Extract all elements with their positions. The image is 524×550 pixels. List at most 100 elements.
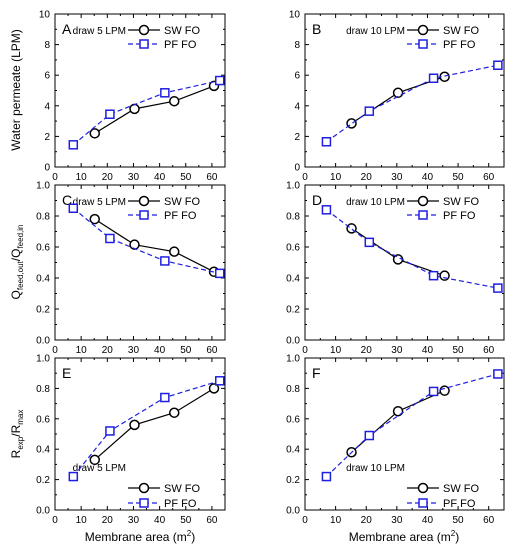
legend-item-pf-fo: PF FO xyxy=(128,39,197,51)
x-tick-label: 40 xyxy=(154,345,166,356)
legend-item-sw-fo: SW FO xyxy=(128,24,200,37)
x-tick-label: 60 xyxy=(206,515,218,526)
series-pf-fo xyxy=(321,205,503,293)
legend-circle-marker xyxy=(417,482,429,494)
y-tick-label: 0.2 xyxy=(286,475,300,486)
data-point-square xyxy=(493,283,503,293)
legend-circle-marker xyxy=(138,24,150,36)
legend-square-marker xyxy=(418,39,428,49)
x-tick-label: 30 xyxy=(128,515,140,526)
x-tick-label: 30 xyxy=(128,345,140,356)
data-point-square xyxy=(68,471,79,482)
x-tick-label: 10 xyxy=(330,515,342,526)
x-tick-label: 10 xyxy=(330,345,342,356)
x-tick-label: 40 xyxy=(422,345,434,356)
y-tick-label: 4 xyxy=(294,101,300,112)
x-tick-label: 10 xyxy=(76,515,88,526)
series-pf-fo xyxy=(68,203,225,279)
y-tick-label: 0.0 xyxy=(286,506,300,517)
y-tick-label: 0.8 xyxy=(36,384,50,395)
series-sw-fo xyxy=(346,385,450,458)
y-axis-label-sub: max xyxy=(16,410,25,425)
y-axis-label: Qfeed,out/Qfeed,in xyxy=(9,225,25,300)
series-pf-fo xyxy=(68,376,225,482)
panel-note: draw 10 LPM xyxy=(346,463,405,474)
y-tick-label: 0.0 xyxy=(36,506,50,517)
series-line xyxy=(351,227,445,277)
panel-letter: C xyxy=(62,192,72,208)
y-tick-label: 8 xyxy=(294,40,300,51)
x-tick-label: 0 xyxy=(302,172,308,183)
y-tick-label: 6 xyxy=(294,71,300,82)
x-tick-label: 60 xyxy=(206,345,218,356)
panel-note: draw 10 LPM xyxy=(346,197,405,208)
x-axis-label-tail: ) xyxy=(191,530,195,544)
y-tick-label: 6 xyxy=(44,71,50,82)
x-axis-label: Membrane area (m2) xyxy=(349,529,460,544)
y-axis-label-sub: feed,in xyxy=(16,225,25,249)
panel-letter: B xyxy=(312,21,321,37)
x-tick-label: 0 xyxy=(302,515,308,526)
data-point-square xyxy=(105,426,115,436)
y-axis-label-sub: exp xyxy=(16,436,25,449)
y-tick-label: 0.6 xyxy=(286,414,300,425)
y-tick-label: 10 xyxy=(289,10,301,21)
legend-label: SW FO xyxy=(443,483,479,495)
series-pf-fo xyxy=(321,60,503,147)
y-tick-label: 0 xyxy=(44,163,50,174)
x-tick-label: 20 xyxy=(102,515,114,526)
legend-item-pf-fo: PF FO xyxy=(407,498,476,510)
data-point-circle xyxy=(169,246,180,257)
chart-panel-c: 0 10 20 30 40 50 60 0.0 0.2 0.4 0.6 0.8 1.0 C draw 5 L… xyxy=(36,181,226,356)
x-tick-label: 50 xyxy=(180,345,192,356)
legend-label: PF FO xyxy=(443,39,476,51)
legend-label: PF FO xyxy=(443,498,476,510)
x-axis-label-sup: 2 xyxy=(451,529,456,538)
y-axis-label-main: R xyxy=(9,449,23,458)
y-tick-label: 2 xyxy=(44,132,50,143)
legend-square-marker xyxy=(418,498,428,508)
legend-item-sw-fo: SW FO xyxy=(407,195,479,208)
data-point-square xyxy=(160,392,170,403)
series-pf-fo xyxy=(68,75,225,150)
x-tick-label: 50 xyxy=(453,345,465,356)
data-point-square xyxy=(428,73,439,84)
series-line xyxy=(326,64,498,143)
plot-frame xyxy=(304,184,505,341)
x-axis-label: Membrane area (m2) xyxy=(85,529,196,544)
x-tick-label: 20 xyxy=(361,345,373,356)
y-tick-label: 0.8 xyxy=(36,212,50,223)
data-point-square xyxy=(364,430,375,441)
x-tick-label: 50 xyxy=(180,515,192,526)
x-tick-label: 40 xyxy=(422,172,434,183)
data-point-square xyxy=(105,109,115,119)
x-tick-label: 40 xyxy=(154,172,166,183)
series-line xyxy=(94,85,215,134)
data-point-square xyxy=(321,137,332,147)
data-point-square xyxy=(215,75,225,86)
chart-panel-a: 0 10 20 30 40 50 60 0 2 4 6 8 10 A draw 5 LPM SW FO PF F… xyxy=(39,10,226,183)
data-point-square xyxy=(428,386,439,397)
x-tick-label: 60 xyxy=(206,172,218,183)
panel-note: draw 5 LPM xyxy=(73,197,126,208)
y-tick-label: 4 xyxy=(44,101,50,112)
x-tick-label: 20 xyxy=(102,172,114,183)
legend-square-marker xyxy=(139,498,149,508)
y-tick-label: 1.0 xyxy=(36,354,50,365)
panel-letter: A xyxy=(62,21,72,37)
legend-label: PF FO xyxy=(443,210,476,222)
series-line xyxy=(94,387,215,461)
x-tick-label: 0 xyxy=(302,345,308,356)
data-point-square xyxy=(215,376,225,386)
legend-item-pf-fo: PF FO xyxy=(407,210,476,222)
data-point-square xyxy=(493,369,503,379)
series-line xyxy=(351,390,445,453)
legend-label: PF FO xyxy=(164,498,197,510)
y-tick-label: 1.0 xyxy=(36,181,50,192)
legend-label: SW FO xyxy=(164,483,200,495)
data-point-square xyxy=(493,60,503,71)
legend-item-pf-fo: PF FO xyxy=(128,498,197,510)
